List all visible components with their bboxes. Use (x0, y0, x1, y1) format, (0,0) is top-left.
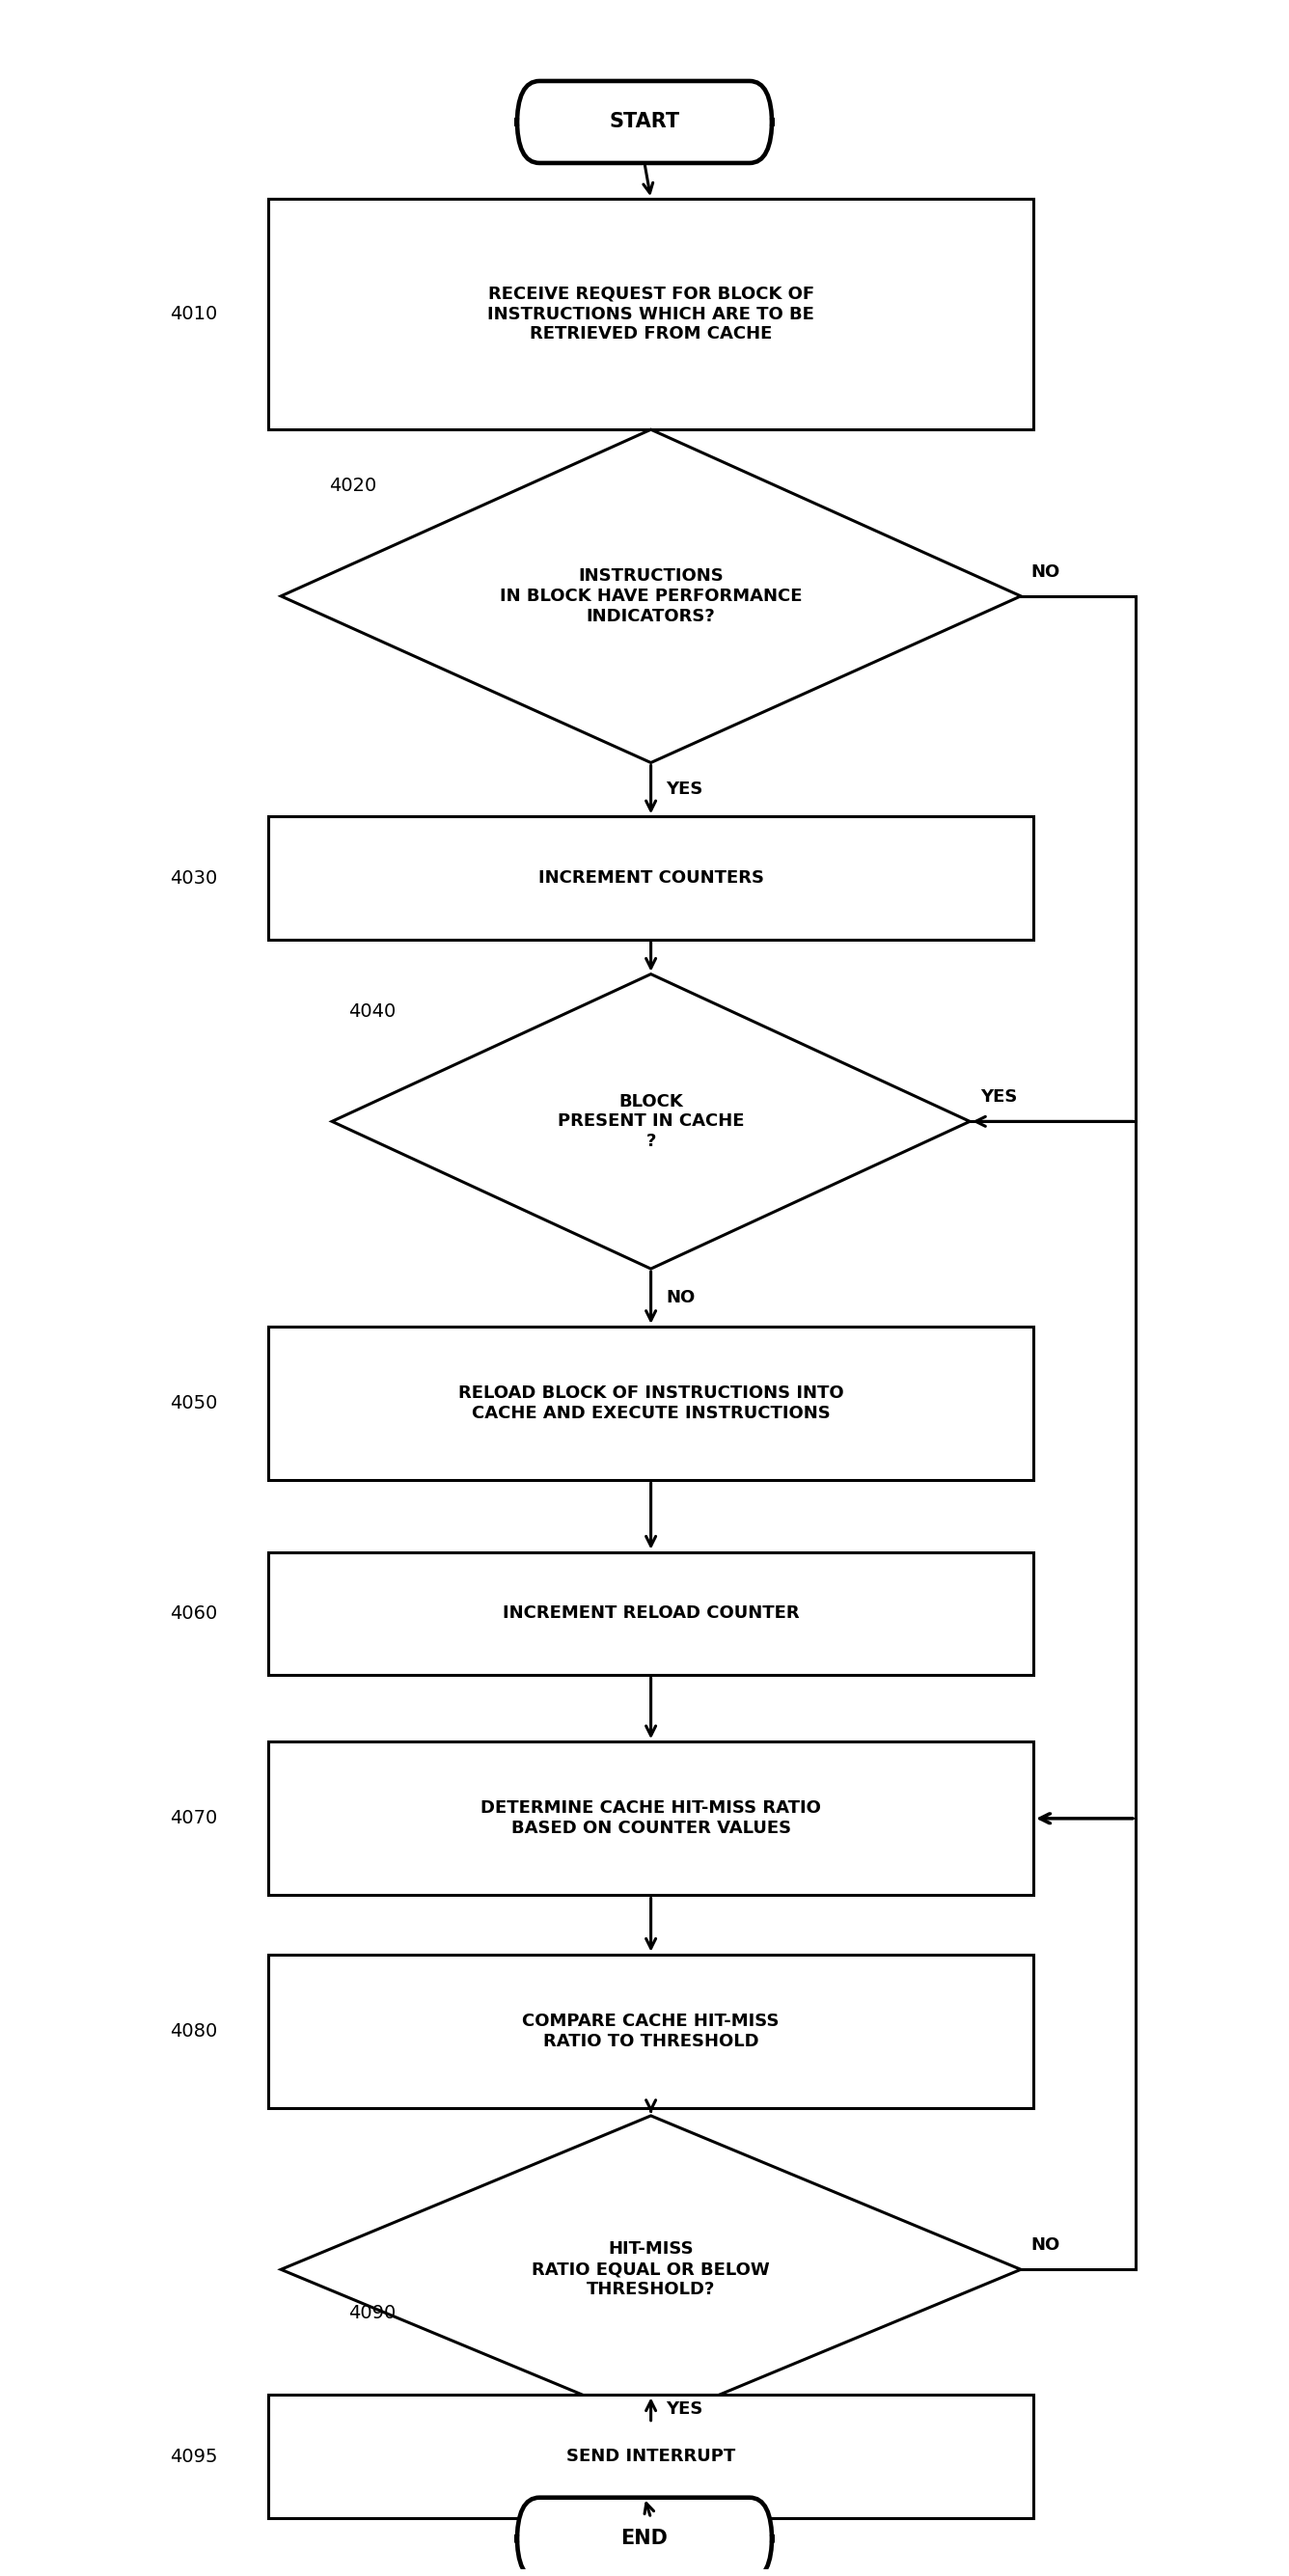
Text: 4060: 4060 (170, 1605, 217, 1623)
Text: 4095: 4095 (169, 2447, 217, 2465)
Bar (268, 1327, 1034, 1481)
Bar (268, 1741, 1034, 1896)
Text: SEND INTERRUPT: SEND INTERRUPT (566, 2447, 736, 2465)
Text: COMPARE CACHE HIT-MISS
RATIO TO THRESHOLD: COMPARE CACHE HIT-MISS RATIO TO THRESHOL… (522, 2012, 780, 2050)
Text: RECEIVE REQUEST FOR BLOCK OF
INSTRUCTIONS WHICH ARE TO BE
RETRIEVED FROM CACHE: RECEIVE REQUEST FOR BLOCK OF INSTRUCTION… (487, 286, 815, 343)
Text: 4090: 4090 (348, 2303, 396, 2321)
Text: 4080: 4080 (170, 2022, 217, 2040)
Text: END: END (621, 2530, 668, 2548)
Text: START: START (610, 113, 679, 131)
Text: BLOCK
PRESENT IN CACHE
?: BLOCK PRESENT IN CACHE ? (558, 1092, 744, 1149)
Bar (268, 1551, 1034, 1674)
Text: DETERMINE CACHE HIT-MISS RATIO
BASED ON COUNTER VALUES: DETERMINE CACHE HIT-MISS RATIO BASED ON … (481, 1801, 821, 1837)
Text: INCREMENT COUNTERS: INCREMENT COUNTERS (538, 868, 764, 886)
Text: 4070: 4070 (170, 1808, 217, 1826)
Polygon shape (281, 430, 1021, 762)
Text: 4050: 4050 (170, 1394, 217, 1412)
Text: 4030: 4030 (170, 868, 217, 886)
FancyBboxPatch shape (517, 2499, 772, 2576)
Text: INCREMENT RELOAD COUNTER: INCREMENT RELOAD COUNTER (503, 1605, 799, 1623)
Bar (268, 1955, 1034, 2107)
Text: YES: YES (666, 2401, 704, 2419)
Bar (268, 2396, 1034, 2519)
Text: 4010: 4010 (170, 304, 217, 325)
Bar (268, 198, 1034, 430)
Text: HIT-MISS
RATIO EQUAL OR BELOW
THRESHOLD?: HIT-MISS RATIO EQUAL OR BELOW THRESHOLD? (532, 2241, 770, 2298)
Text: NO: NO (1031, 564, 1060, 580)
Text: 4040: 4040 (348, 1002, 396, 1020)
Text: YES: YES (666, 781, 704, 799)
FancyBboxPatch shape (517, 80, 772, 162)
Text: 4020: 4020 (329, 477, 376, 495)
Text: NO: NO (666, 1288, 695, 1306)
Text: YES: YES (980, 1090, 1017, 1105)
Polygon shape (333, 974, 969, 1270)
Bar (268, 817, 1034, 940)
Polygon shape (281, 2115, 1021, 2424)
Text: NO: NO (1031, 2236, 1060, 2254)
Text: INSTRUCTIONS
IN BLOCK HAVE PERFORMANCE
INDICATORS?: INSTRUCTIONS IN BLOCK HAVE PERFORMANCE I… (500, 567, 802, 626)
Text: RELOAD BLOCK OF INSTRUCTIONS INTO
CACHE AND EXECUTE INSTRUCTIONS: RELOAD BLOCK OF INSTRUCTIONS INTO CACHE … (458, 1383, 844, 1422)
